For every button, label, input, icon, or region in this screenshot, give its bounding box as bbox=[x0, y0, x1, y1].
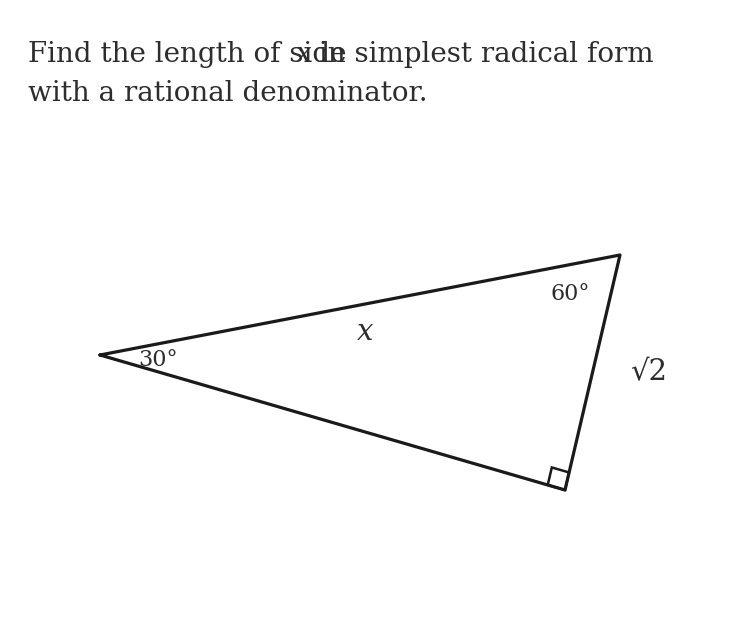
Text: x: x bbox=[296, 41, 312, 68]
Text: 30°: 30° bbox=[138, 349, 178, 371]
Text: x: x bbox=[357, 319, 374, 347]
Text: with a rational denominator.: with a rational denominator. bbox=[28, 80, 427, 107]
Text: Find the length of side: Find the length of side bbox=[28, 41, 356, 68]
Text: 60°: 60° bbox=[550, 283, 590, 305]
Text: √2: √2 bbox=[631, 359, 668, 386]
Text: in simplest radical form: in simplest radical form bbox=[310, 41, 653, 68]
